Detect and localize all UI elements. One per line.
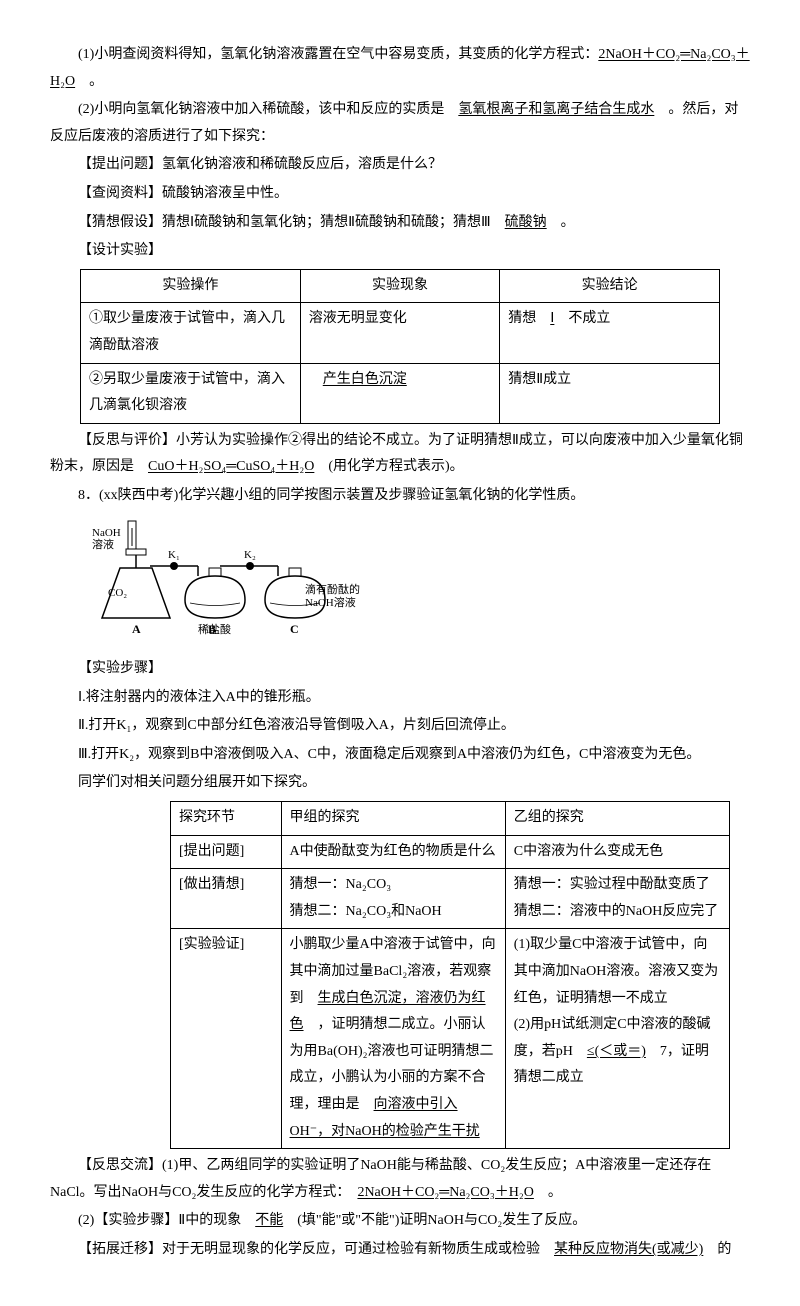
step-2: Ⅱ.打开K₁，观察到C中部分红色溶液沿导管倒吸入A，片刻后回流停止。 xyxy=(50,713,750,740)
t1-r2c2: 产生白色沉淀 xyxy=(300,363,499,423)
q8: 8．(xx陕西中考)化学兴趣小组的同学按图示装置及步骤验证氢氧化钠的化学性质。 xyxy=(50,483,750,510)
answer-cuo: CuO＋H₂SO₄═CuSO₄＋H₂O xyxy=(148,459,314,474)
q1-part1: (1)小明查阅资料得知，氢氧化钠溶液露置在空气中容易变质，其变质的化学方程式：2… xyxy=(50,42,750,95)
t1-r2c1: ②另取少量废液于试管中，滴入几滴氯化钡溶液 xyxy=(81,363,301,423)
t2-r3c1: [实验验证] xyxy=(171,929,282,1149)
t2-h2: 甲组的探究 xyxy=(281,802,505,836)
label-k2: K₂ xyxy=(244,549,256,561)
answer-essence: 氢氧根离子和氢离子结合生成水 xyxy=(458,102,654,117)
t2-r2c2: 猜想一：Na₂CO₃ 猜想二：Na₂CO₃和NaOH xyxy=(281,869,505,929)
answer-cannot: 不能 xyxy=(255,1213,283,1228)
th-conclusion: 实验结论 xyxy=(500,269,720,303)
answer-guess3: 硫酸钠 xyxy=(505,215,547,230)
reflect-1: 【反思与评价】小芳认为实验操作②得出的结论不成立。为了证明猜想Ⅱ成立，可以向废液… xyxy=(50,428,750,481)
t2-r1c1: [提出问题] xyxy=(171,835,282,869)
step-4: 同学们对相关问题分组展开如下探究。 xyxy=(50,770,750,797)
question-raised: 【提出问题】氢氧化钠溶液和稀硫酸反应后，溶质是什么？ xyxy=(50,152,750,179)
design-label: 【设计实验】 xyxy=(50,238,750,265)
t2-h3: 乙组的探究 xyxy=(505,802,729,836)
t2-r2c3: 猜想一：实验过程中酚酞变质了 猜想二：溶液中的NaOH反应完了 xyxy=(505,869,729,929)
label-k1: K₁ xyxy=(168,549,180,561)
guess: 【猜想假设】猜想Ⅰ硫酸钠和氢氧化钠；猜想Ⅱ硫酸钠和硫酸；猜想Ⅲ 硫酸钠 。 xyxy=(50,210,750,237)
t2-r1c2: A中使酚酞变为红色的物质是什么 xyxy=(281,835,505,869)
expand: 【拓展迁移】对于无明显现象的化学反应，可通过检验有新物质生成或检验 某种反应物消… xyxy=(50,1237,750,1264)
th-operation: 实验操作 xyxy=(81,269,301,303)
label-co2: CO₂ xyxy=(108,587,127,599)
reflect-2a: 【反思交流】(1)甲、乙两组同学的实验证明了NaOH能与稀盐酸、CO₂发生反应；… xyxy=(50,1153,750,1206)
answer-eq2: 2NaOH＋CO₂═Na₂CO₃＋H₂O xyxy=(357,1185,533,1200)
q1-part2: (2)小明向氢氧化钠溶液中加入稀硫酸，该中和反应的实质是 氢氧根离子和氢离子结合… xyxy=(50,97,750,150)
step-3: Ⅲ.打开K₂，观察到B中溶液倒吸入A、C中，液面稳定后观察到A中溶液仍为红色，C… xyxy=(50,742,750,769)
t1-r1c1: ①取少量废液于试管中，滴入几滴酚酞溶液 xyxy=(81,303,301,363)
inquiry-table: 探究环节 甲组的探究 乙组的探究 [提出问题] A中使酚酞变为红色的物质是什么 … xyxy=(170,801,730,1149)
t2-r1c3: C中溶液为什么变成无色 xyxy=(505,835,729,869)
svg-text:B: B xyxy=(208,622,216,636)
label-c: C xyxy=(290,622,299,636)
t1-r1c2: 溶液无明显变化 xyxy=(300,303,499,363)
reflect-2b: (2)【实验步骤】Ⅱ中的现象 不能 (填"能"或"不能")证明NaOH与CO₂发… xyxy=(50,1208,750,1235)
answer-expand: 某种反应物消失(或减少) xyxy=(554,1242,703,1257)
t2-h1: 探究环节 xyxy=(171,802,282,836)
apparatus-diagram: NaOH 溶液 CO₂ A K₁ 稀盐酸 K₂ 滴有酚酞的 NaOH溶液 B C xyxy=(90,518,750,649)
t2-r3c3: (1)取少量C中溶液于试管中，向其中滴加NaOH溶液。溶液又变为红色，证明猜想一… xyxy=(505,929,729,1149)
label-a: A xyxy=(132,622,141,636)
t2-r2c1: [做出猜想] xyxy=(171,869,282,929)
steps-title: 【实验步骤】 xyxy=(50,656,750,683)
label-naoh2: 溶液 xyxy=(92,537,114,551)
t2-r3c2: 小鹏取少量A中溶液于试管中，向其中滴加过量BaCl₂溶液，若观察到 生成白色沉淀… xyxy=(281,929,505,1149)
label-naoh: NaOH xyxy=(92,527,121,539)
step-1: Ⅰ.将注射器内的液体注入A中的锥形瓶。 xyxy=(50,685,750,712)
t1-r2c3: 猜想Ⅱ成立 xyxy=(500,363,720,423)
t1-r1c3: 猜想 Ⅰ 不成立 xyxy=(500,303,720,363)
experiment-table-1: 实验操作 实验现象 实验结论 ①取少量废液于试管中，滴入几滴酚酞溶液 溶液无明显… xyxy=(80,269,720,424)
reference: 【查阅资料】硫酸钠溶液呈中性。 xyxy=(50,181,750,208)
label-phenol2: NaOH溶液 xyxy=(305,595,356,609)
th-phenomenon: 实验现象 xyxy=(300,269,499,303)
label-phenol1: 滴有酚酞的 xyxy=(305,582,360,596)
